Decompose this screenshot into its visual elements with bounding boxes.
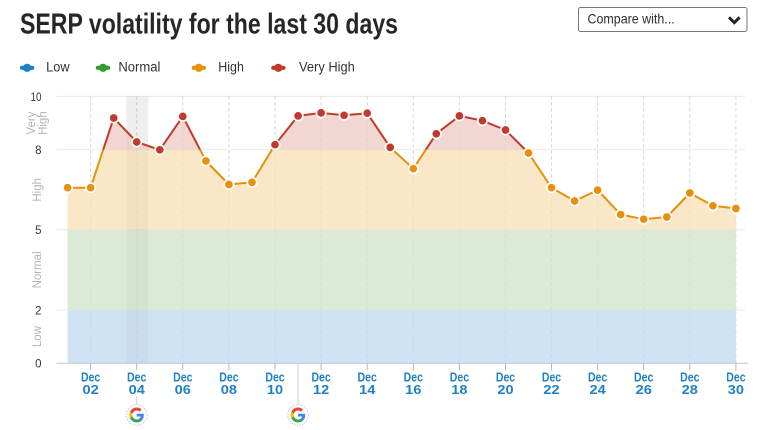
svg-text:Dec: Dec [542, 370, 561, 385]
svg-text:14: 14 [359, 382, 376, 397]
svg-text:12: 12 [313, 382, 329, 397]
svg-text:Dec: Dec [634, 370, 653, 385]
svg-text:Normal: Normal [32, 251, 44, 288]
svg-text:8: 8 [35, 143, 42, 157]
svg-text:Dec: Dec [680, 370, 699, 385]
svg-text:High: High [38, 111, 50, 135]
svg-text:18: 18 [451, 382, 467, 397]
svg-text:High: High [218, 59, 244, 74]
svg-text:Compare with...: Compare with... [588, 12, 675, 27]
svg-text:Dec: Dec [588, 370, 607, 385]
svg-text:Low: Low [32, 325, 44, 347]
svg-text:5: 5 [35, 223, 42, 237]
svg-text:SERP volatility for the last 3: SERP volatility for the last 30 days [20, 9, 398, 41]
svg-text:0: 0 [35, 357, 42, 371]
svg-text:Dec: Dec [265, 370, 284, 385]
svg-text:Very: Very [26, 111, 38, 134]
svg-text:20: 20 [497, 382, 513, 397]
svg-text:06: 06 [175, 382, 191, 397]
svg-text:Dec: Dec [173, 370, 192, 385]
svg-text:04: 04 [129, 382, 146, 397]
svg-text:08: 08 [221, 382, 237, 397]
svg-text:22: 22 [543, 382, 559, 397]
svg-text:Dec: Dec [219, 370, 238, 385]
svg-text:Very High: Very High [299, 59, 355, 74]
svg-text:2: 2 [35, 303, 42, 317]
svg-text:26: 26 [636, 382, 652, 397]
svg-text:Dec: Dec [404, 370, 423, 385]
svg-text:Dec: Dec [81, 370, 100, 385]
svg-text:10: 10 [267, 382, 283, 397]
svg-text:Dec: Dec [311, 370, 330, 385]
svg-text:16: 16 [405, 382, 421, 397]
svg-text:24: 24 [590, 382, 607, 397]
svg-text:Dec: Dec [450, 370, 469, 385]
svg-text:30: 30 [728, 382, 744, 397]
svg-text:28: 28 [682, 382, 698, 397]
svg-text:10: 10 [31, 90, 42, 104]
svg-text:Dec: Dec [726, 370, 745, 385]
svg-text:Normal: Normal [118, 59, 160, 74]
svg-text:High: High [32, 178, 44, 202]
svg-text:Dec: Dec [358, 370, 377, 385]
svg-text:Dec: Dec [127, 370, 146, 385]
svg-text:Dec: Dec [496, 370, 515, 385]
svg-text:Low: Low [46, 59, 70, 74]
svg-text:02: 02 [83, 382, 99, 397]
